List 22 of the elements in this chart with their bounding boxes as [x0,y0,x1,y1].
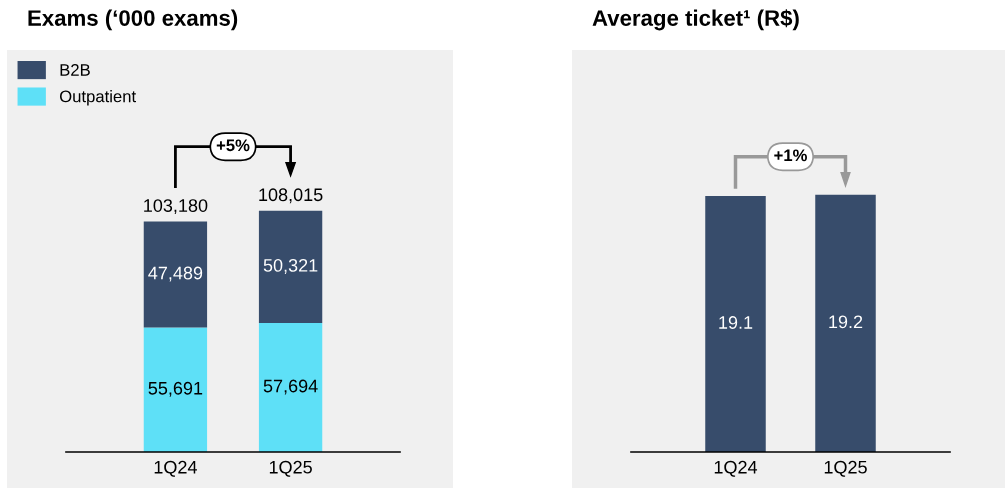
text: +1% [774,149,807,162]
chart-title: Exams (‘000 exams) [28,9,238,31]
bar [258,323,323,452]
legend-label: Outpatient [60,90,136,106]
legend-label: B2B [60,64,90,76]
x-tick-label: 1Q24 [154,460,197,477]
x-tick-label: 1Q24 [714,460,758,477]
data-label: 47,489 [148,266,203,282]
data-label: 19.2 [829,315,863,329]
x-tick-label: 1Q25 [824,460,867,477]
bar [143,327,208,452]
text: +5% [216,139,250,152]
total-label: 108,015 [259,188,323,204]
total-label: 103,180 [144,199,208,215]
data-label: 57,694 [263,379,318,395]
data-label: 19.1 [719,316,753,329]
chart-title: Average ticket¹ (R$) [592,9,799,31]
data-label: 50,321 [263,258,318,274]
bar [258,210,323,324]
bar [143,221,208,328]
data-label: 55,691 [148,381,203,397]
x-tick-label: 1Q25 [269,460,312,477]
